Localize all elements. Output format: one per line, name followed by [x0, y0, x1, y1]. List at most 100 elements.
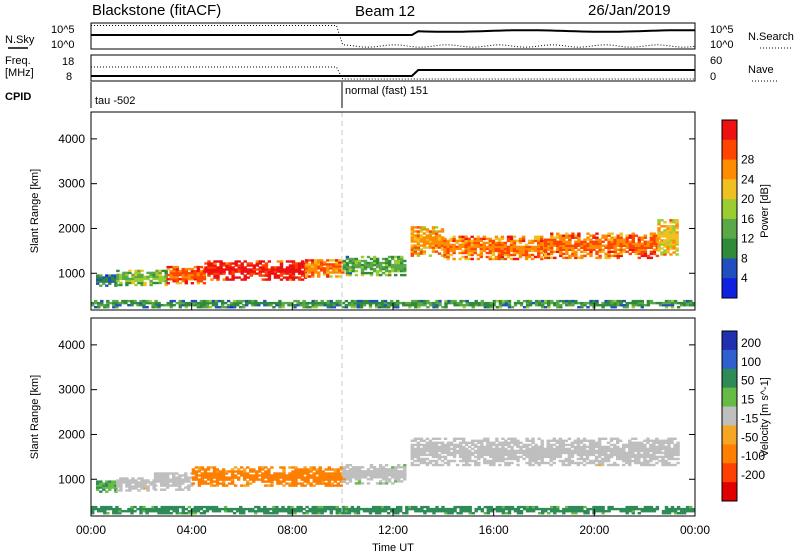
- echo-cell: [212, 484, 217, 487]
- echo-cell: [166, 505, 170, 509]
- echo-cell: [125, 273, 129, 277]
- echo-cell: [503, 247, 508, 251]
- echo-cell: [164, 277, 168, 281]
- echo-cell: [655, 461, 659, 465]
- echo-cell: [450, 507, 454, 511]
- echo-cell: [115, 301, 119, 305]
- x-tick-label: 04:00: [177, 523, 207, 537]
- echo-cell: [658, 455, 662, 459]
- echo-cell: [619, 252, 623, 256]
- echo-cell: [613, 246, 617, 249]
- echo-cell: [434, 455, 439, 459]
- echo-cell: [625, 443, 629, 447]
- echo-cell: [335, 505, 339, 509]
- echo-cell: [540, 251, 544, 255]
- echo-cell: [318, 468, 322, 471]
- echo-cell: [667, 441, 671, 444]
- echo-cell: [336, 472, 340, 475]
- echo-cell: [556, 234, 560, 237]
- echo-cell: [163, 512, 167, 515]
- echo-cell: [200, 476, 205, 479]
- echo-cell: [128, 277, 132, 281]
- echo-cell: [94, 507, 98, 511]
- echo-cell: [342, 478, 347, 481]
- echo-cell: [564, 451, 568, 455]
- echo-cell: [437, 238, 442, 241]
- echo-cell: [528, 507, 533, 511]
- echo-cell: [345, 267, 350, 271]
- echo-cell: [368, 510, 373, 513]
- echo-cell: [543, 451, 547, 455]
- echo-cell: [102, 280, 106, 283]
- echo-cell: [336, 482, 340, 485]
- echo-cell: [449, 447, 454, 451]
- echo-cell: [449, 453, 454, 457]
- echo-cell: [492, 455, 496, 459]
- echo-cell: [634, 441, 638, 444]
- echo-cell: [470, 245, 474, 249]
- echo-cell: [181, 271, 185, 275]
- echo-cell: [673, 449, 677, 453]
- echo-cell: [616, 457, 620, 461]
- echo-cell: [655, 254, 660, 258]
- echo-cell: [255, 476, 259, 479]
- echo-cell: [534, 459, 538, 463]
- echo-cell: [125, 271, 129, 275]
- echo-cell: [555, 455, 559, 459]
- echo-cell: [160, 484, 164, 487]
- echo-cell: [264, 270, 269, 273]
- echo-cell: [669, 225, 673, 228]
- echo-cell: [300, 472, 304, 475]
- echo-cell: [658, 439, 662, 442]
- echo-cell: [446, 245, 450, 249]
- echo-cell: [667, 445, 671, 449]
- echo-cell: [131, 275, 135, 279]
- echo-cell: [263, 512, 267, 515]
- echo-cell: [661, 455, 665, 459]
- echo-cell: [553, 244, 557, 247]
- echo-cell: [400, 259, 404, 263]
- echo-cell: [434, 242, 439, 245]
- echo-cell: [570, 455, 575, 459]
- echo-cell: [513, 304, 518, 307]
- echo-cell: [300, 476, 304, 479]
- echo-cell: [613, 240, 617, 243]
- echo-cell: [477, 505, 481, 509]
- echo-cell: [485, 241, 489, 245]
- echo-cell: [160, 474, 164, 477]
- echo-cell: [200, 482, 205, 485]
- echo-cell: [105, 274, 109, 277]
- echo-cell: [501, 443, 505, 447]
- echo-cell: [512, 241, 517, 245]
- echo-cell: [119, 277, 123, 281]
- echo-cell: [225, 266, 229, 269]
- echo-cell: [96, 486, 100, 489]
- echo-cell: [643, 453, 647, 457]
- x-tick-label: 08:00: [277, 523, 307, 537]
- echo-cell: [498, 451, 502, 455]
- echo-cell: [236, 507, 240, 511]
- echo-cell: [619, 250, 623, 253]
- echo-cell: [474, 507, 478, 511]
- echo-cell: [583, 304, 587, 307]
- echo-cell: [497, 239, 502, 243]
- echo-cell: [125, 477, 129, 480]
- echo-cell: [438, 299, 442, 303]
- echo-cell: [450, 512, 454, 515]
- echo-cell: [166, 474, 170, 477]
- echo-cell: [580, 242, 584, 245]
- echo-cell: [534, 453, 538, 457]
- echo-cell: [157, 512, 161, 515]
- echo-cell: [248, 301, 252, 305]
- echo-cell: [528, 304, 533, 307]
- echo-cell: [628, 248, 632, 251]
- echo-cell: [354, 265, 359, 269]
- echo-cell: [366, 255, 371, 259]
- echo-cell: [149, 271, 153, 275]
- echo-cell: [504, 299, 509, 303]
- echo-cell: [432, 512, 436, 515]
- echo-cell: [154, 510, 158, 513]
- echo-cell: [202, 278, 207, 281]
- echo-cell: [297, 268, 302, 271]
- echo-cell: [323, 304, 327, 307]
